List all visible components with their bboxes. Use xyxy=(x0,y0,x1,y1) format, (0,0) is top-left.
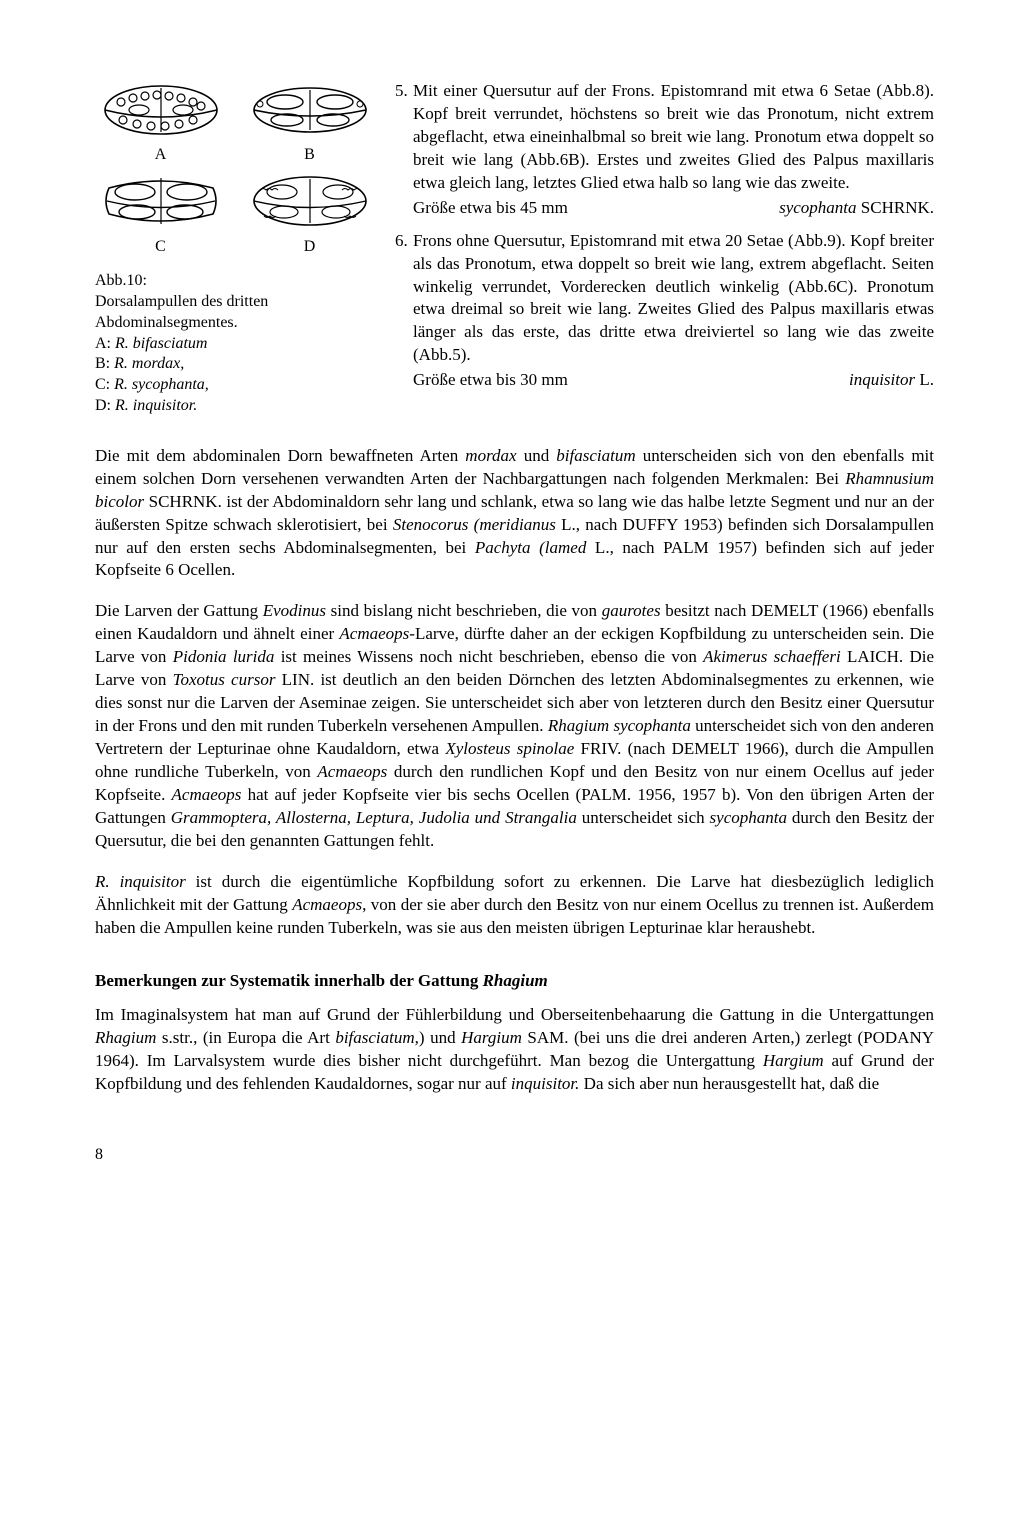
key-number: 6. xyxy=(395,230,413,393)
figure-label-b: B xyxy=(244,144,375,166)
paragraph-2: Die Larven der Gattung Evodinus sind bis… xyxy=(95,600,934,852)
caption-line: Abb.10: xyxy=(95,271,375,292)
paragraph-1: Die mit dem abdominalen Dorn bewaffneten… xyxy=(95,445,934,583)
figure-cell-a: A xyxy=(95,80,226,166)
key-text: Mit einer Quersutur auf der Frons. Epist… xyxy=(413,81,934,192)
figure-cell-d: D xyxy=(244,170,375,258)
ampulla-d-icon xyxy=(250,170,370,232)
figure-grid: A B xyxy=(95,80,375,257)
ampulla-a-icon xyxy=(101,80,221,140)
key-item-6: 6. Frons ohne Quersutur, Epistomrand mit… xyxy=(395,230,934,393)
top-two-column: A B xyxy=(95,80,934,417)
key-size: Größe etwa bis 30 mm xyxy=(413,369,568,392)
paragraph-3: R. inquisitor ist durch die eigentümlich… xyxy=(95,871,934,940)
key-number: 5. xyxy=(395,80,413,220)
paragraph-4: Im Imaginalsystem hat man auf Grund der … xyxy=(95,1004,934,1096)
figure-label-c: C xyxy=(95,236,226,258)
ampulla-c-icon xyxy=(101,170,221,232)
key-body: Mit einer Quersutur auf der Frons. Epist… xyxy=(413,80,934,220)
figure-column: A B xyxy=(95,80,375,417)
figure-caption: Abb.10: Dorsalampullen des dritten Abdom… xyxy=(95,271,375,417)
key-taxon: inquisitor L. xyxy=(849,369,934,392)
ampulla-b-icon xyxy=(250,80,370,140)
key-text: Frons ohne Quersutur, Epistomrand mit et… xyxy=(413,231,934,365)
caption-line: Dorsalampullen des dritten xyxy=(95,292,375,313)
figure-label-a: A xyxy=(95,144,226,166)
caption-line: C: R. sycophanta, xyxy=(95,375,375,396)
key-size-row: Größe etwa bis 30 mm inquisitor L. xyxy=(413,369,934,392)
key-size-row: Größe etwa bis 45 mm sycophanta SCHRNK. xyxy=(413,197,934,220)
key-item-5: 5. Mit einer Quersutur auf der Frons. Ep… xyxy=(395,80,934,220)
figure-cell-b: B xyxy=(244,80,375,166)
key-column: 5. Mit einer Quersutur auf der Frons. Ep… xyxy=(395,80,934,417)
figure-label-d: D xyxy=(244,236,375,258)
page-number: 8 xyxy=(95,1144,934,1166)
figure-cell-c: C xyxy=(95,170,226,258)
key-taxon: sycophanta SCHRNK. xyxy=(779,197,934,220)
key-body: Frons ohne Quersutur, Epistomrand mit et… xyxy=(413,230,934,393)
section-heading: Bemerkungen zur Systematik innerhalb der… xyxy=(95,970,934,993)
key-size: Größe etwa bis 45 mm xyxy=(413,197,568,220)
caption-line: D: R. inquisitor. xyxy=(95,396,375,417)
caption-line: Abdominalsegmentes. xyxy=(95,313,375,334)
caption-line: B: R. mordax, xyxy=(95,354,375,375)
caption-line: A: R. bifasciatum xyxy=(95,334,375,355)
